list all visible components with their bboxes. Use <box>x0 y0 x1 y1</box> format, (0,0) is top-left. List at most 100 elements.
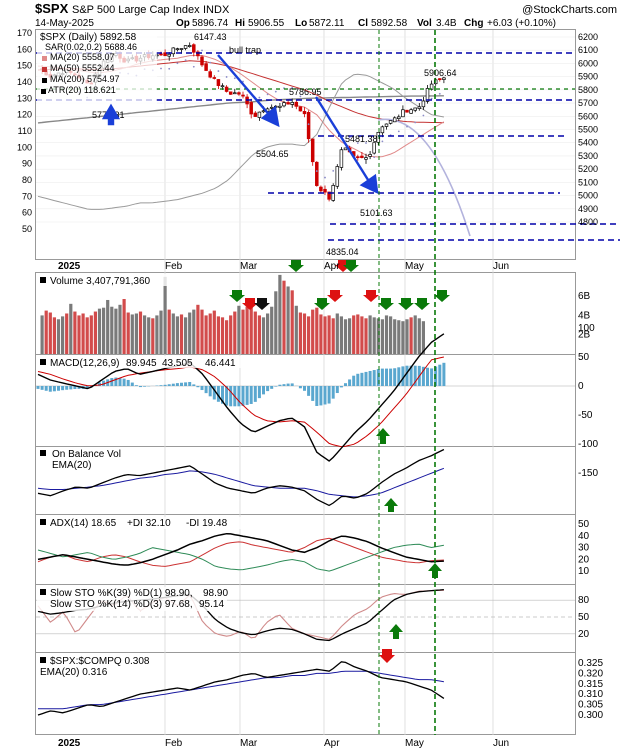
month-label-bottom: Mar <box>240 738 258 749</box>
volume-bar <box>48 312 52 354</box>
candle-body <box>187 45 192 47</box>
candle-body <box>179 48 184 50</box>
volume-bar <box>93 311 97 354</box>
macd-histogram-bar <box>61 386 65 391</box>
trend-arrows <box>101 54 379 195</box>
macd-histogram-bar <box>171 383 175 386</box>
volume-bar <box>286 286 290 354</box>
macd-histogram-bar <box>389 368 393 386</box>
rally-high-label: 5786.95 <box>289 87 322 97</box>
arrow-feb-mar-head <box>260 105 280 128</box>
macd-histogram-bar <box>335 386 339 394</box>
volume-bar <box>352 315 356 354</box>
volume-bar <box>372 317 376 354</box>
obv-line <box>37 448 445 507</box>
volume-bar <box>163 276 167 354</box>
candle-body <box>216 79 221 86</box>
volume-bar <box>212 310 216 354</box>
symbol: $SPX <box>35 1 69 16</box>
macd-histogram-bar <box>130 382 134 386</box>
adx-mdi: -DI 19.48 <box>186 518 228 529</box>
macd-tick: 0 <box>578 381 584 392</box>
macd-histogram-bar <box>52 386 56 392</box>
watermark: @StockCharts.com <box>522 4 617 16</box>
month-label-top: Feb <box>165 261 183 272</box>
month-label-top: Apr <box>324 261 340 272</box>
volume-bar <box>270 306 274 354</box>
volume-bar <box>327 315 331 354</box>
candle-body <box>224 86 229 92</box>
macd-histogram-bar <box>303 386 306 391</box>
atr-tick: 110 <box>18 126 32 136</box>
sto-tick: 50 <box>578 612 590 623</box>
volume-panel <box>40 274 425 354</box>
month-label-bottom: May <box>405 738 424 749</box>
macd-histogram-bar <box>372 370 376 386</box>
macd-histogram-bar <box>397 367 401 386</box>
volume-bar <box>253 311 257 354</box>
macd-histogram-bar <box>249 386 253 404</box>
macd-histogram-bar <box>44 386 48 391</box>
macd-histogram-bar <box>385 368 388 386</box>
macd-histogram-bar <box>421 366 425 386</box>
volume-bar <box>241 309 245 354</box>
sar-dot <box>307 123 310 126</box>
macd-up-arrow <box>376 428 390 444</box>
svg-text:+6.03 (+0.10%): +6.03 (+0.10%) <box>487 18 556 29</box>
volume-bar <box>421 321 425 354</box>
volume-bar <box>376 318 380 354</box>
sar-dot <box>348 136 351 139</box>
macd-histogram-bar <box>225 386 229 406</box>
macd-tick: -50 <box>578 410 593 421</box>
volume-bar <box>122 299 126 354</box>
volume-bar <box>380 319 384 354</box>
adx-tick: 10 <box>578 566 590 577</box>
month-label-bottom: Feb <box>165 738 183 749</box>
candle-body <box>417 106 422 109</box>
macd-histogram-bar <box>315 386 319 406</box>
sar-dot <box>291 86 294 89</box>
volume-down-arrow <box>398 298 414 310</box>
svg-text:5896.74: 5896.74 <box>192 18 229 29</box>
volume-bar <box>114 308 118 354</box>
volume-bar <box>85 317 89 354</box>
month-label-top: Mar <box>240 261 258 272</box>
volume-bar <box>97 308 102 354</box>
volume-bar <box>311 309 315 354</box>
volume-bar <box>40 315 44 354</box>
macd-histogram-bar <box>274 386 278 387</box>
macd-histogram-bar <box>331 386 335 399</box>
sar-dot <box>274 90 277 93</box>
ratio-legend: $SPX:$COMPQ 0.308 <box>50 656 150 667</box>
volume-bar <box>343 319 348 354</box>
macd-histogram-bar <box>40 386 44 390</box>
ratio-tick: 0.320 <box>578 668 603 679</box>
macd-histogram-bar <box>257 386 261 399</box>
sar-dot <box>258 96 261 99</box>
volume-bar <box>257 315 261 354</box>
atr-tick: 50 <box>22 224 32 234</box>
volume-bar <box>245 306 249 354</box>
volume-bar <box>389 316 393 354</box>
macd-histogram-bar <box>221 386 224 404</box>
volume-down-arrow <box>343 260 359 272</box>
price-tick: 5800 <box>578 85 598 95</box>
volume-down-arrow <box>434 290 450 302</box>
price-tick: 5600 <box>578 111 598 121</box>
candle-body <box>425 88 430 102</box>
candle-body <box>405 109 409 113</box>
sar-dot <box>160 67 162 70</box>
macd-histogram-bar <box>212 386 216 400</box>
volume-down-arrow <box>378 298 394 310</box>
svg-text:MA(50) 5552.44: MA(50) 5552.44 <box>50 63 115 73</box>
svg-text:SAR(0.02,0.2) 5688.46: SAR(0.02,0.2) 5688.46 <box>45 42 137 52</box>
svg-text:MA(20) 5558.07: MA(20) 5558.07 <box>50 52 115 62</box>
macd-histogram-bar <box>110 378 114 386</box>
sar-dot <box>176 62 179 65</box>
macd-histogram-bar <box>413 365 417 386</box>
month-label-bottom: 2025 <box>58 738 81 749</box>
atr-tick: 160 <box>17 44 32 54</box>
volume-bar <box>282 280 286 354</box>
volume-bar <box>126 312 130 354</box>
